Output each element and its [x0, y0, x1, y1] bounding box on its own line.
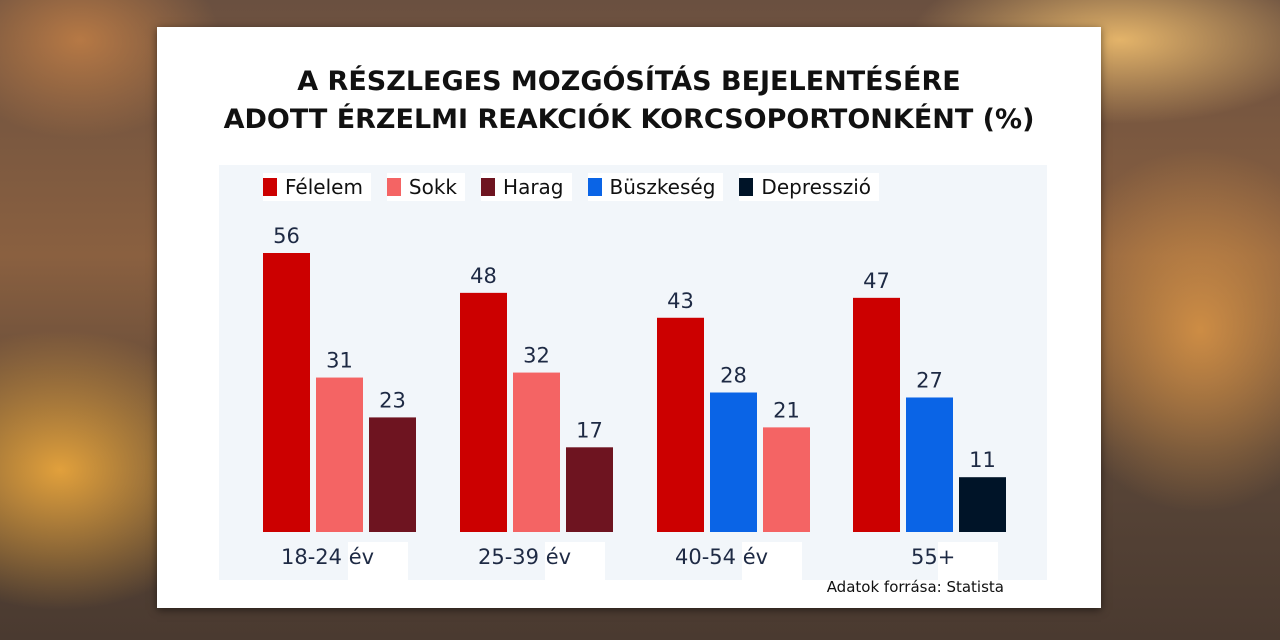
tick-label-bg	[742, 542, 802, 580]
data-label: 32	[523, 344, 550, 368]
bar-depresszió	[959, 477, 1006, 532]
x-tick-label: 18-24 év	[281, 545, 374, 569]
bar-chart: 56 31 23 18-24 év 48 32 17 25-39 év 43 28 21 40-54 …	[263, 224, 1006, 580]
title-line-1: A RÉSZLEGES MOZGÓSÍTÁS BEJELENTÉSÉRE	[297, 66, 961, 97]
bar-sokk	[316, 377, 363, 532]
legend-item: Félelem	[263, 173, 371, 201]
x-tick-label: 55+	[911, 545, 955, 569]
x-tick-label: 40-54 év	[675, 545, 768, 569]
data-label: 31	[326, 349, 353, 373]
data-label: 56	[273, 224, 300, 248]
legend-swatch	[739, 178, 754, 196]
tick-label-bg	[938, 542, 998, 580]
bar-félelem	[263, 253, 310, 532]
legend-item: Sokk	[386, 173, 466, 201]
data-label: 27	[916, 368, 943, 392]
legend-label: Harag	[503, 175, 564, 199]
legend-swatch	[263, 178, 277, 196]
bar-félelem	[657, 317, 704, 532]
legend-swatch	[481, 178, 496, 196]
legend: Félelem Sokk Harag Büszkeség Depresszió	[263, 173, 895, 201]
data-label: 47	[863, 269, 890, 293]
data-label: 43	[667, 289, 694, 313]
data-label: 28	[720, 364, 747, 388]
data-label: 48	[470, 264, 497, 288]
legend-label: Félelem	[285, 175, 363, 199]
source-note: Adatok forrása: Statista	[826, 578, 1004, 596]
bar-sokk	[513, 372, 560, 532]
bar-büszkeség	[906, 397, 953, 532]
bar-félelem	[460, 292, 507, 532]
data-label: 23	[379, 388, 406, 412]
bar-harag	[369, 417, 416, 532]
data-label: 17	[576, 418, 603, 442]
bar-sokk	[763, 427, 810, 532]
plot-area: Félelem Sokk Harag Büszkeség Depresszió 56 31…	[219, 165, 1047, 580]
chart-title: A RÉSZLEGES MOZGÓSÍTÁS BEJELENTÉSÉRE ADO…	[157, 63, 1101, 139]
bar-harag	[566, 447, 613, 532]
legend-label: Depresszió	[761, 175, 872, 199]
bar-büszkeség	[710, 392, 757, 532]
legend-item: Depresszió	[739, 173, 880, 201]
legend-swatch	[386, 178, 401, 196]
chart-card: A RÉSZLEGES MOZGÓSÍTÁS BEJELENTÉSÉRE ADO…	[157, 27, 1101, 608]
legend-item: Büszkeség	[587, 173, 724, 201]
title-line-2: ADOTT ÉRZELMI REAKCIÓK KORCSOPORTONKÉNT …	[223, 104, 1035, 135]
tick-label-bg	[545, 542, 605, 580]
x-tick-label: 25-39 év	[478, 545, 571, 569]
tick-label-bg	[348, 542, 408, 580]
legend-label: Büszkeség	[609, 175, 716, 199]
legend-label: Sokk	[408, 175, 458, 199]
data-label: 11	[969, 448, 996, 472]
legend-item: Harag	[481, 173, 572, 201]
data-label: 21	[773, 398, 800, 422]
legend-swatch	[587, 178, 602, 196]
bar-félelem	[853, 297, 900, 532]
